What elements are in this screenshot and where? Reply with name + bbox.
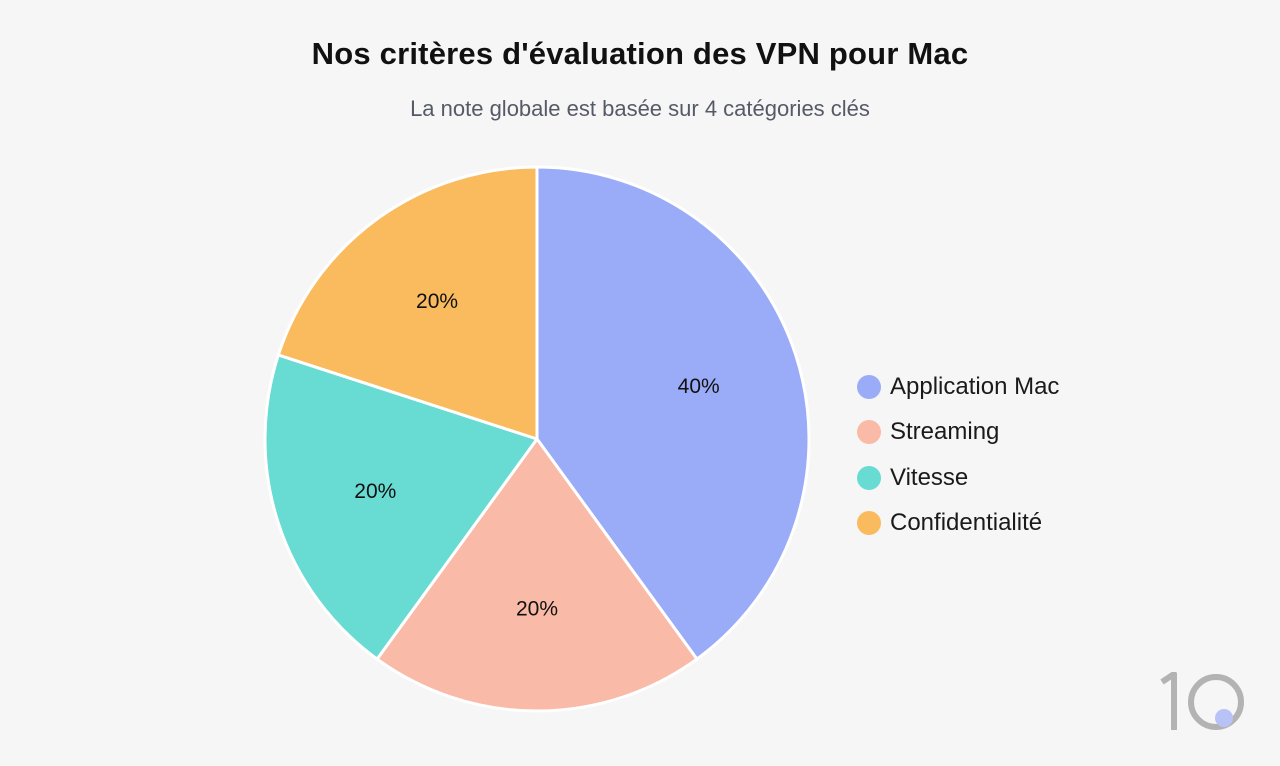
legend-label: Vitesse: [890, 463, 969, 491]
legend-label: Application Mac: [890, 372, 1060, 400]
ten-logo-icon: [1160, 672, 1244, 730]
legend-item-2: Streaming: [857, 410, 1059, 456]
legend-item-4: Confidentialité: [857, 501, 1059, 547]
slice-label-2: 20%: [516, 598, 558, 621]
legend-swatch: [857, 465, 881, 490]
legend-item-1: Application Mac: [857, 364, 1059, 410]
legend-swatch: [857, 511, 881, 536]
pie-slice-3: [263, 353, 539, 661]
pie-slice-2: [375, 437, 699, 713]
pie-slice-1: [535, 165, 811, 661]
chart-title: Nos critères d'évaluation des VPN pour M…: [311, 36, 969, 71]
legend-label: Streaming: [890, 418, 1000, 446]
slice-label-1: 40%: [678, 375, 720, 398]
legend-swatch: [857, 420, 881, 445]
slice-label-4: 20%: [416, 290, 458, 313]
legend-item-3: Vitesse: [857, 455, 1059, 501]
chart-subtitle: La note globale est basée sur 4 catégori…: [410, 96, 870, 121]
legend-label: Confidentialité: [890, 509, 1043, 537]
chart-legend: Application Mac Streaming Vitesse Confident…: [857, 364, 1059, 546]
slice-label-3: 20%: [354, 480, 396, 503]
pie-slice-4: [276, 165, 539, 441]
legend-swatch: [857, 374, 881, 399]
